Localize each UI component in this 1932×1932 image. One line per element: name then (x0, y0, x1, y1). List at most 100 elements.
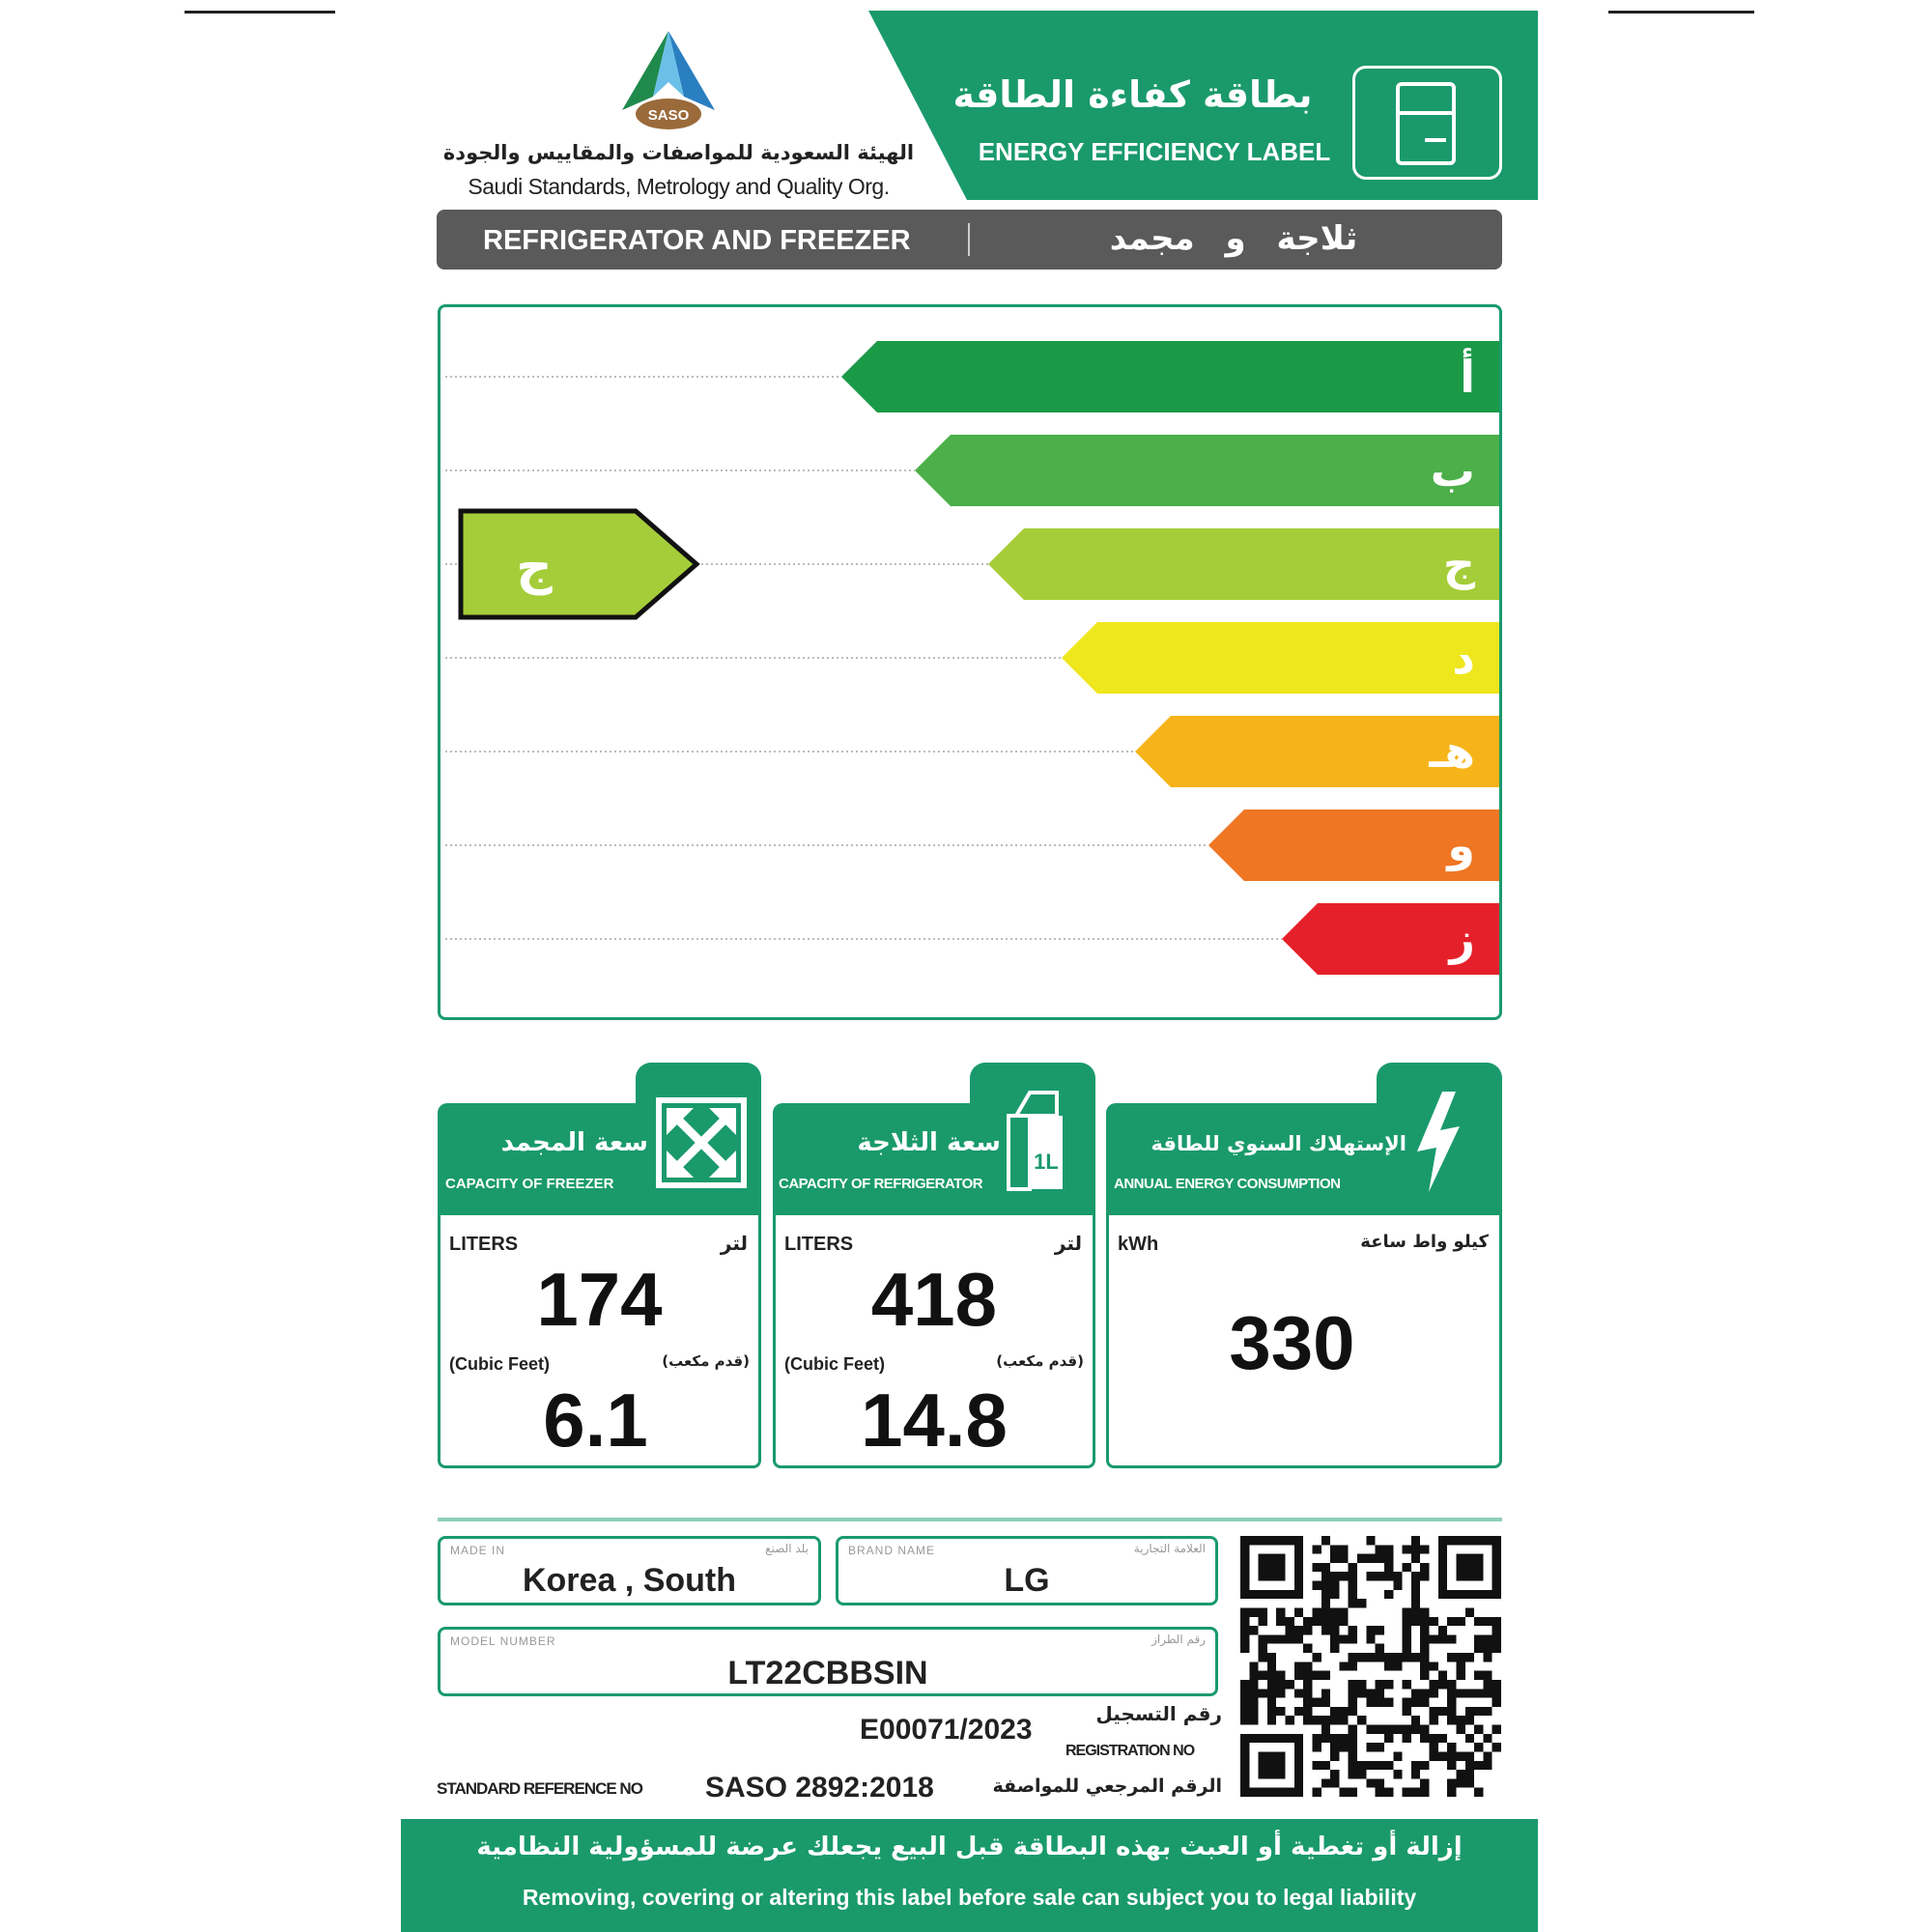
qr-module (1420, 1689, 1430, 1698)
qr-module (1339, 1662, 1349, 1671)
qr-module (1303, 1626, 1313, 1635)
qr-module (1258, 1689, 1267, 1698)
qr-module (1321, 1580, 1331, 1590)
qr-module (1339, 1634, 1349, 1644)
model-value: LT22CBBSIN (727, 1655, 928, 1691)
qr-module (1348, 1770, 1358, 1779)
org-name-english: Saudi Standards, Metrology and Quality O… (468, 174, 890, 199)
model-label-ar: رقم الطراز (1151, 1633, 1206, 1646)
qr-module (1330, 1751, 1340, 1761)
qr-module (1410, 1787, 1421, 1797)
qr-module (1348, 1787, 1358, 1797)
qr-module (1240, 1679, 1250, 1690)
fridge-liters-value: 418 (870, 1257, 998, 1342)
qr-module (1456, 1724, 1465, 1734)
qr-module (1266, 1634, 1277, 1644)
qr-module (1276, 1706, 1286, 1717)
qr-module (1249, 1607, 1259, 1617)
qr-module (1285, 1616, 1294, 1627)
qr-module (1456, 1653, 1465, 1662)
energy-unit-label-ar: كيلو واط ساعة (1360, 1232, 1489, 1252)
qr-module (1321, 1760, 1331, 1771)
qr-module (1447, 1778, 1457, 1788)
qr-module (1483, 1634, 1492, 1644)
qr-module (1339, 1706, 1349, 1717)
qr-module (1383, 1760, 1394, 1771)
qr-module (1348, 1589, 1358, 1600)
refrigerator-icon (1352, 66, 1502, 180)
qr-module (1492, 1689, 1501, 1698)
qr-module (1348, 1743, 1358, 1752)
qr-module (1303, 1662, 1313, 1671)
qr-module (1483, 1760, 1492, 1771)
qr-module (1348, 1634, 1358, 1644)
qr-module (1348, 1580, 1358, 1590)
qr-module (1410, 1545, 1421, 1554)
qr-module (1321, 1733, 1331, 1744)
qr-module (1410, 1580, 1421, 1590)
class-letter: د (1452, 632, 1475, 684)
qr-module (1420, 1778, 1430, 1788)
fridge-capacity-card: 1L سعة الثلاجة CAPACITY OF REFRIGERATOR … (773, 1063, 1095, 1468)
qr-module (1266, 1679, 1277, 1690)
qr-module (1447, 1616, 1457, 1627)
qr-module (1447, 1743, 1457, 1752)
qr-module (1366, 1634, 1376, 1644)
qr-module (1258, 1634, 1267, 1644)
qr-module (1348, 1733, 1358, 1744)
qr-module (1456, 1751, 1465, 1761)
qr-module (1375, 1697, 1384, 1707)
qr-module (1420, 1733, 1430, 1744)
qr-module (1357, 1653, 1367, 1662)
qr-module (1474, 1787, 1484, 1797)
qr-module (1321, 1607, 1331, 1617)
qr-code[interactable] (1238, 1536, 1503, 1797)
freezer-liters-label-ar: لتر (720, 1232, 748, 1255)
qr-module (1410, 1536, 1421, 1546)
energy-value: 330 (1229, 1300, 1355, 1385)
qr-finder-center (1258, 1553, 1286, 1581)
qr-module (1383, 1589, 1394, 1600)
fridge-title-english: CAPACITY OF REFRIGERATOR (779, 1176, 983, 1192)
qr-module (1492, 1634, 1501, 1644)
qr-module (1447, 1706, 1457, 1717)
qr-module (1348, 1679, 1358, 1690)
qr-module (1383, 1697, 1394, 1707)
made-in-label: MADE IN (450, 1544, 506, 1557)
class-arrow-4 (1062, 622, 1499, 694)
freezer-cf-value: 6.1 (543, 1378, 648, 1463)
qr-module (1375, 1626, 1384, 1635)
qr-module (1330, 1706, 1340, 1717)
class-letter: و (1445, 819, 1475, 871)
qr-module (1464, 1653, 1475, 1662)
qr-module (1366, 1653, 1376, 1662)
qr-module (1303, 1670, 1313, 1680)
qr-module (1366, 1778, 1376, 1788)
qr-module (1330, 1572, 1340, 1581)
qr-module (1375, 1787, 1384, 1797)
qr-module (1285, 1634, 1294, 1644)
qr-module (1402, 1787, 1411, 1797)
qr-module (1474, 1743, 1484, 1752)
qr-module (1348, 1572, 1358, 1581)
qr-module (1249, 1689, 1259, 1698)
qr-module (1402, 1562, 1411, 1573)
qr-module (1375, 1653, 1384, 1662)
qr-module (1240, 1706, 1250, 1717)
qr-module (1285, 1716, 1294, 1725)
rating-indicator-arrow (458, 508, 700, 620)
qr-module (1276, 1679, 1286, 1690)
qr-module (1276, 1670, 1286, 1680)
energy-consumption-card: الإستهلاك السنوي للطاقة ANNUAL ENERGY CO… (1106, 1063, 1502, 1468)
qr-module (1330, 1778, 1340, 1788)
qr-module (1258, 1616, 1267, 1627)
qr-module (1249, 1697, 1259, 1707)
freezer-liters-value: 174 (536, 1257, 663, 1342)
qr-module (1276, 1689, 1286, 1698)
qr-module (1249, 1706, 1259, 1717)
qr-module (1293, 1706, 1304, 1717)
qr-module (1276, 1616, 1286, 1627)
qr-module (1383, 1662, 1394, 1671)
registration-number: E00071/2023 (860, 1714, 1033, 1746)
qr-module (1420, 1545, 1430, 1554)
